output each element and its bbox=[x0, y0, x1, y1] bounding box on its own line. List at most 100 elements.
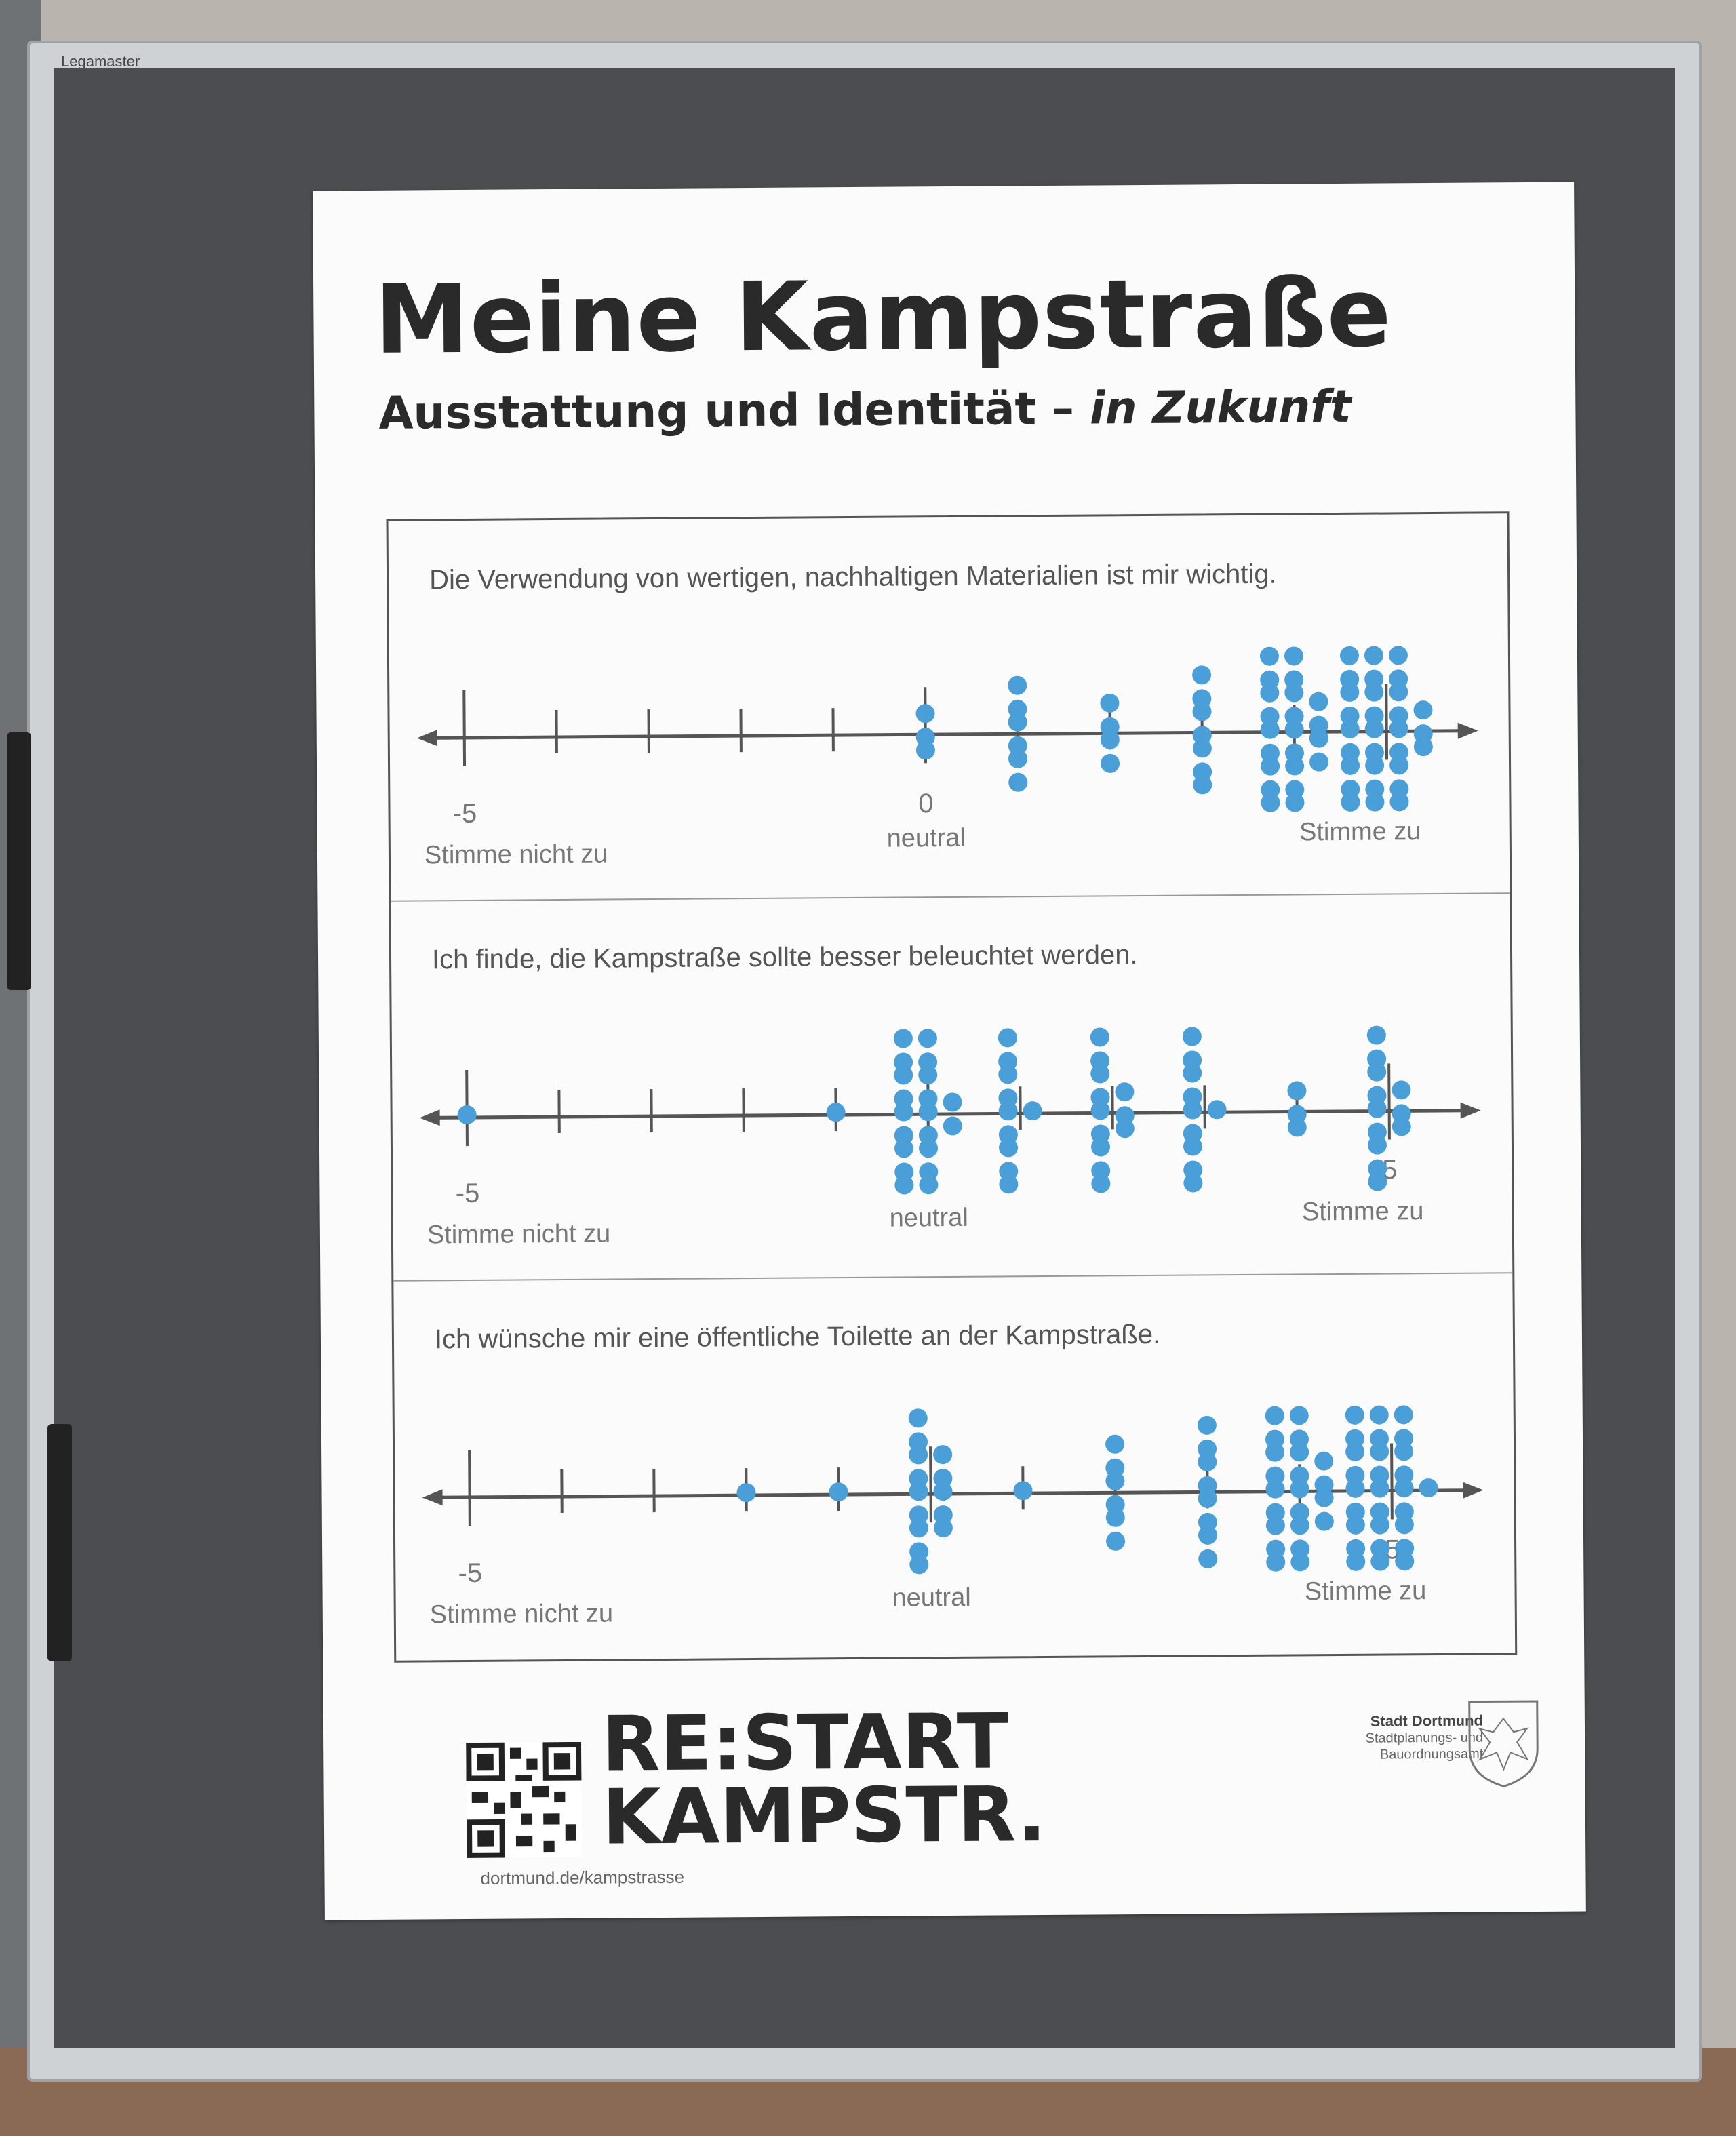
caption-agree: Stimme zu bbox=[1305, 1577, 1427, 1606]
axis-tick bbox=[468, 1449, 471, 1526]
vote-dot bbox=[1105, 1471, 1125, 1490]
vote-dot bbox=[908, 1408, 928, 1428]
vote-dot bbox=[909, 1445, 928, 1465]
vote-dot bbox=[1090, 1137, 1110, 1157]
vote-dot bbox=[1266, 1552, 1286, 1572]
vote-dot bbox=[1285, 756, 1305, 776]
vote-dot bbox=[894, 1065, 913, 1085]
chart-axis bbox=[430, 729, 1461, 740]
vote-dot bbox=[1091, 1174, 1111, 1193]
vote-dot bbox=[894, 1139, 913, 1158]
vote-dot bbox=[1365, 755, 1385, 775]
vote-dot bbox=[1013, 1481, 1033, 1501]
axis-arrow-right-icon bbox=[1457, 722, 1478, 739]
vote-dot bbox=[1023, 1101, 1042, 1121]
board-clip-icon bbox=[7, 732, 31, 990]
vote-dot bbox=[1368, 1172, 1387, 1191]
vote-dot bbox=[1287, 1081, 1307, 1101]
vote-dot bbox=[1289, 1406, 1309, 1425]
tick-label-min: -5 bbox=[453, 799, 477, 829]
vote-dot bbox=[1366, 1025, 1386, 1045]
footer-url: dortmund.de/kampstrasse bbox=[480, 1866, 685, 1888]
tick-label-min: -5 bbox=[456, 1179, 480, 1208]
vote-dot bbox=[1101, 753, 1120, 773]
subtitle-main: Ausstattung und Identität – bbox=[378, 382, 1090, 439]
vote-dot bbox=[1192, 738, 1212, 758]
caption-neutral: neutral bbox=[892, 1583, 970, 1613]
subtitle-emphasis: in Zukunft bbox=[1089, 380, 1352, 435]
vote-dot bbox=[829, 1482, 848, 1502]
vote-dot bbox=[1339, 646, 1359, 665]
vote-dot bbox=[1284, 683, 1304, 703]
vote-dot bbox=[933, 1482, 953, 1501]
vote-dot bbox=[1413, 700, 1433, 720]
vote-dot bbox=[1090, 1064, 1110, 1084]
vote-dot bbox=[918, 1139, 938, 1158]
vote-dot bbox=[918, 1065, 938, 1085]
board-brand-label: Legamaster bbox=[61, 53, 140, 70]
caption-disagree: Stimme nicht zu bbox=[430, 1599, 614, 1629]
vote-dot bbox=[1090, 1027, 1109, 1047]
vote-dot bbox=[1341, 792, 1360, 812]
vote-dot bbox=[1340, 719, 1360, 738]
vote-dot bbox=[1105, 1507, 1125, 1527]
qr-code-icon bbox=[466, 1741, 583, 1858]
caption-disagree: Stimme nicht zu bbox=[427, 1219, 611, 1249]
survey-charts: Die Verwendung von wertigen, nachhaltige… bbox=[391, 559, 1513, 1629]
vote-dot bbox=[1284, 646, 1303, 666]
vote-dot bbox=[1394, 1515, 1414, 1535]
vote-dot bbox=[1259, 646, 1279, 666]
vote-dot bbox=[918, 1029, 937, 1048]
vote-dot bbox=[1265, 1406, 1284, 1425]
vote-dot bbox=[998, 1101, 1018, 1121]
axis-arrow-left-icon bbox=[422, 1489, 443, 1506]
vote-dot bbox=[909, 1482, 928, 1501]
vote-dot bbox=[1100, 693, 1120, 713]
vote-dot bbox=[998, 1138, 1018, 1158]
vote-dot bbox=[919, 1175, 939, 1195]
axis-arrow-left-icon bbox=[419, 1109, 440, 1126]
tick-label-mid: 0 bbox=[918, 789, 934, 818]
vote-dot bbox=[1105, 1434, 1125, 1454]
vote-dot bbox=[1345, 1405, 1364, 1425]
vote-dot bbox=[1290, 1442, 1309, 1462]
caption-agree: Stimme zu bbox=[1302, 1197, 1424, 1226]
axis-arrow-left-icon bbox=[416, 730, 437, 747]
vote-dot bbox=[1309, 752, 1329, 772]
axis-tick bbox=[929, 1446, 932, 1523]
vote-dot bbox=[1290, 1552, 1310, 1572]
vote-dot bbox=[1115, 1082, 1135, 1102]
vote-dot bbox=[1419, 1478, 1438, 1498]
caption-disagree: Stimme nicht zu bbox=[425, 840, 608, 870]
vote-dot bbox=[1198, 1549, 1218, 1568]
vote-dot bbox=[1197, 1415, 1217, 1435]
vote-dot bbox=[1395, 1551, 1415, 1571]
logo-line-2: KAMPSTR. bbox=[601, 1771, 1047, 1862]
vote-dot bbox=[1365, 792, 1385, 812]
vote-dot bbox=[1346, 1551, 1366, 1571]
board-clip-icon bbox=[47, 1424, 72, 1661]
chart-axis bbox=[433, 1109, 1464, 1120]
vote-dot bbox=[1369, 1405, 1389, 1425]
vote-dot bbox=[943, 1092, 962, 1112]
vote-dot bbox=[1364, 646, 1383, 665]
vote-dot bbox=[1198, 1525, 1217, 1545]
chart-divider bbox=[393, 1272, 1513, 1282]
vote-dot bbox=[1394, 1478, 1414, 1498]
vote-dot bbox=[1370, 1478, 1389, 1498]
vote-dot bbox=[1309, 728, 1328, 748]
vote-dot bbox=[1115, 1119, 1135, 1139]
survey-chart-frame: Die Verwendung von wertigen, nachhaltige… bbox=[386, 511, 1518, 1663]
axis-tick bbox=[462, 690, 467, 766]
vote-dot bbox=[933, 1518, 953, 1538]
vote-dot bbox=[1261, 793, 1280, 812]
vote-dot bbox=[1261, 756, 1280, 776]
vote-dot bbox=[999, 1174, 1019, 1194]
vote-dot bbox=[1285, 793, 1305, 812]
vote-dot bbox=[826, 1103, 846, 1122]
vote-dot bbox=[915, 740, 935, 760]
poster-subtitle: Ausstattung und Identität – in Zukunft bbox=[378, 380, 1352, 439]
vote-dot bbox=[1309, 692, 1328, 711]
vote-dot bbox=[1284, 719, 1304, 739]
axis-arrow-right-icon bbox=[1460, 1102, 1481, 1119]
